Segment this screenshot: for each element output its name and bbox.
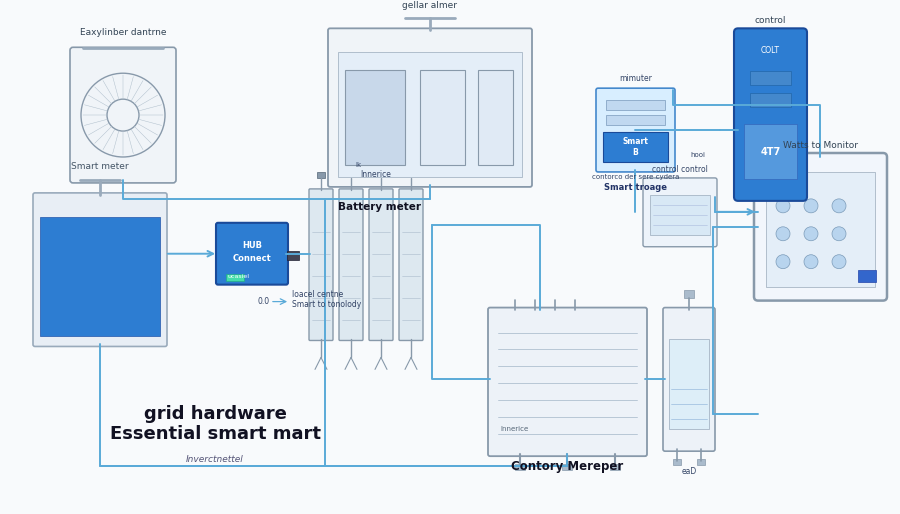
Text: Inverctnettel: Inverctnettel bbox=[186, 455, 244, 464]
Bar bbox=[478, 70, 513, 165]
FancyBboxPatch shape bbox=[754, 153, 887, 301]
Text: eaD: eaD bbox=[681, 467, 697, 475]
Circle shape bbox=[776, 199, 790, 213]
Text: Connect: Connect bbox=[232, 254, 272, 263]
Bar bbox=[515, 464, 525, 470]
Text: ucasiel: ucasiel bbox=[227, 274, 249, 279]
FancyBboxPatch shape bbox=[70, 47, 176, 183]
Text: loacel centne: loacel centne bbox=[292, 290, 343, 299]
FancyBboxPatch shape bbox=[488, 307, 647, 456]
Bar bbox=[562, 464, 572, 470]
Circle shape bbox=[776, 255, 790, 269]
Text: Watts to Monitor: Watts to Monitor bbox=[783, 140, 858, 150]
Bar bbox=[603, 132, 668, 162]
Text: hooi: hooi bbox=[690, 152, 706, 158]
Bar bbox=[377, 172, 385, 178]
Text: gellar almer: gellar almer bbox=[402, 1, 457, 10]
Bar bbox=[684, 289, 694, 298]
Bar bbox=[669, 339, 709, 429]
Text: Essential smart mart: Essential smart mart bbox=[110, 425, 320, 443]
Bar bbox=[606, 100, 665, 110]
Bar bbox=[606, 115, 665, 125]
Bar bbox=[40, 217, 160, 337]
Text: Innerice: Innerice bbox=[500, 426, 528, 432]
FancyBboxPatch shape bbox=[33, 193, 167, 346]
Text: Contory Mereper: Contory Mereper bbox=[511, 460, 624, 473]
Text: Smart
B: Smart B bbox=[623, 137, 648, 157]
FancyBboxPatch shape bbox=[596, 88, 675, 172]
Text: contorco der sere cydera: contorco der sere cydera bbox=[592, 174, 680, 180]
Circle shape bbox=[804, 255, 818, 269]
Text: mimuter: mimuter bbox=[619, 74, 652, 83]
Circle shape bbox=[776, 227, 790, 241]
Bar bbox=[338, 52, 522, 177]
Text: Eaxylinber dantrne: Eaxylinber dantrne bbox=[80, 28, 166, 37]
Bar bbox=[226, 273, 244, 281]
Text: COLT: COLT bbox=[761, 46, 780, 55]
FancyBboxPatch shape bbox=[734, 28, 807, 201]
Bar bbox=[317, 172, 325, 178]
Bar bbox=[750, 71, 791, 85]
Circle shape bbox=[832, 199, 846, 213]
Circle shape bbox=[832, 227, 846, 241]
Bar bbox=[858, 270, 876, 282]
Text: Smart to tonolody: Smart to tonolody bbox=[292, 300, 361, 309]
FancyBboxPatch shape bbox=[399, 189, 423, 340]
Bar bbox=[287, 251, 299, 260]
Bar bbox=[610, 464, 620, 470]
Bar bbox=[750, 93, 791, 107]
Text: 0.0: 0.0 bbox=[257, 297, 269, 306]
Text: Ik: Ik bbox=[355, 162, 361, 168]
Bar bbox=[697, 459, 705, 465]
Bar bbox=[347, 172, 355, 178]
FancyBboxPatch shape bbox=[216, 223, 288, 285]
Text: Smart troage: Smart troage bbox=[604, 183, 667, 192]
Circle shape bbox=[804, 227, 818, 241]
Text: grid hardware: grid hardware bbox=[144, 405, 286, 423]
FancyBboxPatch shape bbox=[369, 189, 393, 340]
FancyBboxPatch shape bbox=[309, 189, 333, 340]
Bar bbox=[407, 172, 415, 178]
Bar bbox=[766, 172, 875, 287]
FancyBboxPatch shape bbox=[328, 28, 532, 187]
Text: Smart meter: Smart meter bbox=[71, 162, 129, 172]
Text: control control: control control bbox=[652, 166, 708, 174]
Bar bbox=[673, 459, 681, 465]
Circle shape bbox=[804, 199, 818, 213]
Bar bbox=[345, 70, 405, 165]
FancyBboxPatch shape bbox=[643, 178, 717, 247]
FancyBboxPatch shape bbox=[339, 189, 363, 340]
FancyBboxPatch shape bbox=[663, 307, 715, 451]
Text: HUB: HUB bbox=[242, 241, 262, 250]
Bar bbox=[420, 70, 465, 165]
Text: 4T7: 4T7 bbox=[760, 147, 780, 157]
Bar bbox=[744, 124, 797, 179]
Text: Innerice: Innerice bbox=[360, 171, 391, 179]
Circle shape bbox=[832, 255, 846, 269]
Bar bbox=[650, 195, 710, 235]
Text: Battery meter: Battery meter bbox=[338, 202, 421, 212]
Text: control: control bbox=[755, 16, 787, 25]
